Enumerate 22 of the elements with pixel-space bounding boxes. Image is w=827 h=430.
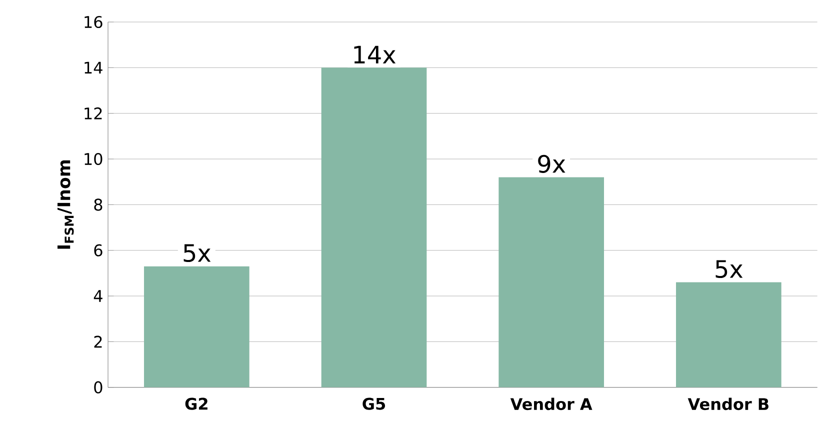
- bar: [498, 177, 604, 388]
- y-tick-label: 14: [84, 62, 102, 74]
- bar: [321, 68, 427, 388]
- data-label: 5x: [184, 244, 211, 262]
- y-axis-title: I$_{FSM}$/Inom: [57, 160, 74, 249]
- y-tick-label: 8: [94, 198, 102, 211]
- x-tick-label: Vendor B: [688, 398, 768, 410]
- bar: [676, 282, 782, 388]
- y-tick-label: 10: [84, 152, 102, 166]
- y-tick-label: 0: [94, 381, 102, 394]
- bar: [144, 266, 250, 388]
- x-tick-label: G2: [185, 398, 208, 410]
- data-label: 5x: [716, 260, 743, 278]
- y-tick-label: 16: [84, 16, 102, 28]
- data-label: 9x: [538, 154, 566, 173]
- y-tick-label: 4: [94, 290, 102, 302]
- y-tick-label: 12: [84, 107, 102, 120]
- y-tick-label: 2: [94, 336, 102, 348]
- y-tick-label: 6: [94, 244, 102, 256]
- x-tick-label: G5: [362, 398, 386, 410]
- data-label: 14x: [354, 46, 396, 64]
- x-tick-label: Vendor A: [510, 398, 592, 410]
